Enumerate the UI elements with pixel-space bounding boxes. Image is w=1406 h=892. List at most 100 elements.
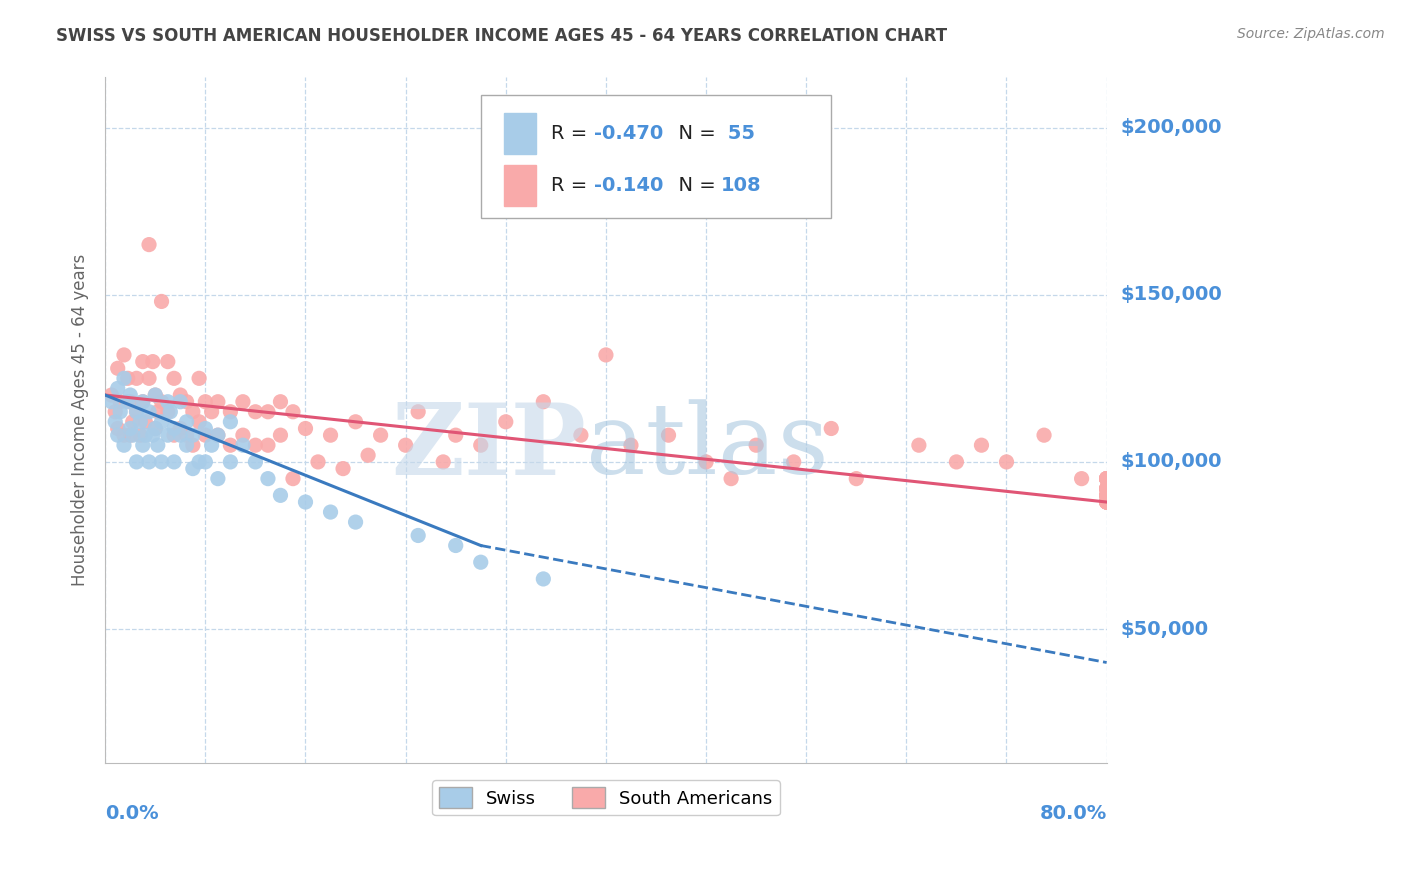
- Point: [845, 472, 868, 486]
- Point: [207, 472, 229, 486]
- Text: $200,000: $200,000: [1121, 118, 1222, 137]
- Point: [245, 438, 267, 452]
- Point: [143, 421, 166, 435]
- Point: [207, 394, 229, 409]
- Point: [432, 455, 454, 469]
- Point: [531, 572, 554, 586]
- Point: [294, 421, 316, 435]
- Point: [134, 415, 156, 429]
- Point: [156, 354, 179, 368]
- Point: [176, 394, 198, 409]
- Point: [1095, 495, 1118, 509]
- Point: [219, 405, 242, 419]
- Point: [232, 438, 254, 452]
- Point: [1095, 488, 1118, 502]
- Point: [1095, 495, 1118, 509]
- Point: [1095, 472, 1118, 486]
- Point: [319, 505, 342, 519]
- Point: [1095, 495, 1118, 509]
- Point: [132, 354, 155, 368]
- Point: [150, 294, 173, 309]
- Bar: [503, 165, 536, 206]
- Point: [150, 455, 173, 469]
- Point: [194, 394, 217, 409]
- Point: [142, 428, 165, 442]
- Point: [125, 405, 148, 419]
- Point: [406, 528, 429, 542]
- Point: [169, 388, 191, 402]
- Point: [620, 438, 643, 452]
- Point: [169, 421, 191, 435]
- Point: [100, 388, 122, 402]
- Point: [138, 455, 160, 469]
- Point: [357, 448, 380, 462]
- Text: R =: R =: [551, 124, 593, 143]
- Point: [995, 455, 1018, 469]
- Point: [120, 388, 142, 402]
- Point: [1095, 495, 1118, 509]
- Point: [207, 428, 229, 442]
- Point: [1095, 472, 1118, 486]
- Point: [269, 428, 291, 442]
- Point: [100, 394, 122, 409]
- Text: 108: 108: [721, 177, 762, 195]
- Point: [134, 428, 156, 442]
- Point: [319, 428, 342, 442]
- Point: [245, 405, 267, 419]
- Point: [146, 405, 169, 419]
- Point: [112, 428, 135, 442]
- Point: [169, 428, 191, 442]
- Point: [695, 455, 717, 469]
- Point: [138, 405, 160, 419]
- Point: [1095, 495, 1118, 509]
- Point: [945, 455, 967, 469]
- Point: [121, 415, 143, 429]
- Text: N =: N =: [666, 124, 723, 143]
- Point: [176, 438, 198, 452]
- Text: $150,000: $150,000: [1121, 285, 1222, 304]
- Point: [470, 555, 492, 569]
- Point: [104, 405, 127, 419]
- Point: [146, 438, 169, 452]
- Legend: Swiss, South Americans: Swiss, South Americans: [432, 780, 780, 815]
- Point: [1095, 482, 1118, 496]
- Point: [720, 472, 742, 486]
- Point: [138, 237, 160, 252]
- Point: [107, 361, 129, 376]
- Text: -0.140: -0.140: [593, 177, 664, 195]
- Point: [150, 394, 173, 409]
- Point: [132, 394, 155, 409]
- Point: [156, 394, 179, 409]
- Point: [121, 428, 143, 442]
- Point: [163, 455, 186, 469]
- Point: [129, 428, 152, 442]
- Point: [1095, 472, 1118, 486]
- Point: [1095, 488, 1118, 502]
- Point: [1095, 472, 1118, 486]
- Text: N =: N =: [666, 177, 723, 195]
- Point: [188, 455, 211, 469]
- Point: [269, 394, 291, 409]
- Point: [257, 438, 280, 452]
- Point: [138, 371, 160, 385]
- Text: $100,000: $100,000: [1121, 452, 1222, 471]
- Point: [112, 348, 135, 362]
- Point: [908, 438, 931, 452]
- Point: [107, 428, 129, 442]
- Text: atlas: atlas: [586, 400, 828, 495]
- Point: [176, 415, 198, 429]
- Point: [657, 428, 679, 442]
- Point: [406, 405, 429, 419]
- Point: [495, 415, 517, 429]
- Point: [1095, 472, 1118, 486]
- Point: [112, 371, 135, 385]
- Point: [595, 348, 617, 362]
- Point: [1095, 495, 1118, 509]
- Point: [142, 354, 165, 368]
- Bar: [503, 113, 536, 154]
- Point: [294, 495, 316, 509]
- Point: [281, 472, 304, 486]
- Point: [132, 438, 155, 452]
- Point: [112, 438, 135, 452]
- Point: [188, 415, 211, 429]
